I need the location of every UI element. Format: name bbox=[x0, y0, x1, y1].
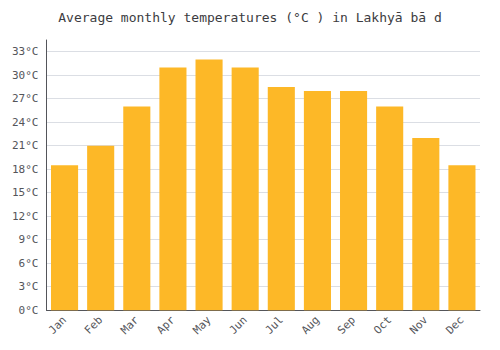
svg-text:Mar: Mar bbox=[118, 313, 141, 336]
svg-text:Jul: Jul bbox=[263, 314, 286, 337]
svg-text:30°C: 30°C bbox=[12, 69, 39, 82]
svg-text:21°C: 21°C bbox=[12, 139, 39, 152]
svg-text:33°C: 33°C bbox=[12, 45, 39, 58]
svg-text:Jun: Jun bbox=[227, 314, 250, 337]
svg-text:Nov: Nov bbox=[407, 313, 430, 336]
svg-text:Apr: Apr bbox=[154, 313, 177, 336]
svg-text:Oct: Oct bbox=[371, 314, 394, 337]
svg-text:Dec: Dec bbox=[443, 314, 466, 337]
svg-text:0°C: 0°C bbox=[19, 304, 39, 317]
svg-text:Feb: Feb bbox=[82, 314, 105, 337]
svg-text:Aug: Aug bbox=[299, 314, 322, 337]
svg-text:Jan: Jan bbox=[46, 314, 69, 337]
svg-text:27°C: 27°C bbox=[12, 92, 39, 105]
svg-text:May: May bbox=[190, 313, 213, 336]
svg-text:12°C: 12°C bbox=[12, 210, 39, 223]
svg-text:24°C: 24°C bbox=[12, 116, 39, 129]
svg-text:3°C: 3°C bbox=[19, 280, 39, 293]
svg-text:Average monthly temperatures (: Average monthly temperatures (°C ) in La… bbox=[58, 10, 442, 25]
svg-text:Sep: Sep bbox=[335, 314, 358, 337]
svg-text:6°C: 6°C bbox=[19, 257, 39, 270]
svg-text:9°C: 9°C bbox=[19, 233, 39, 246]
svg-text:18°C: 18°C bbox=[12, 163, 39, 176]
svg-text:15°C: 15°C bbox=[12, 186, 39, 199]
